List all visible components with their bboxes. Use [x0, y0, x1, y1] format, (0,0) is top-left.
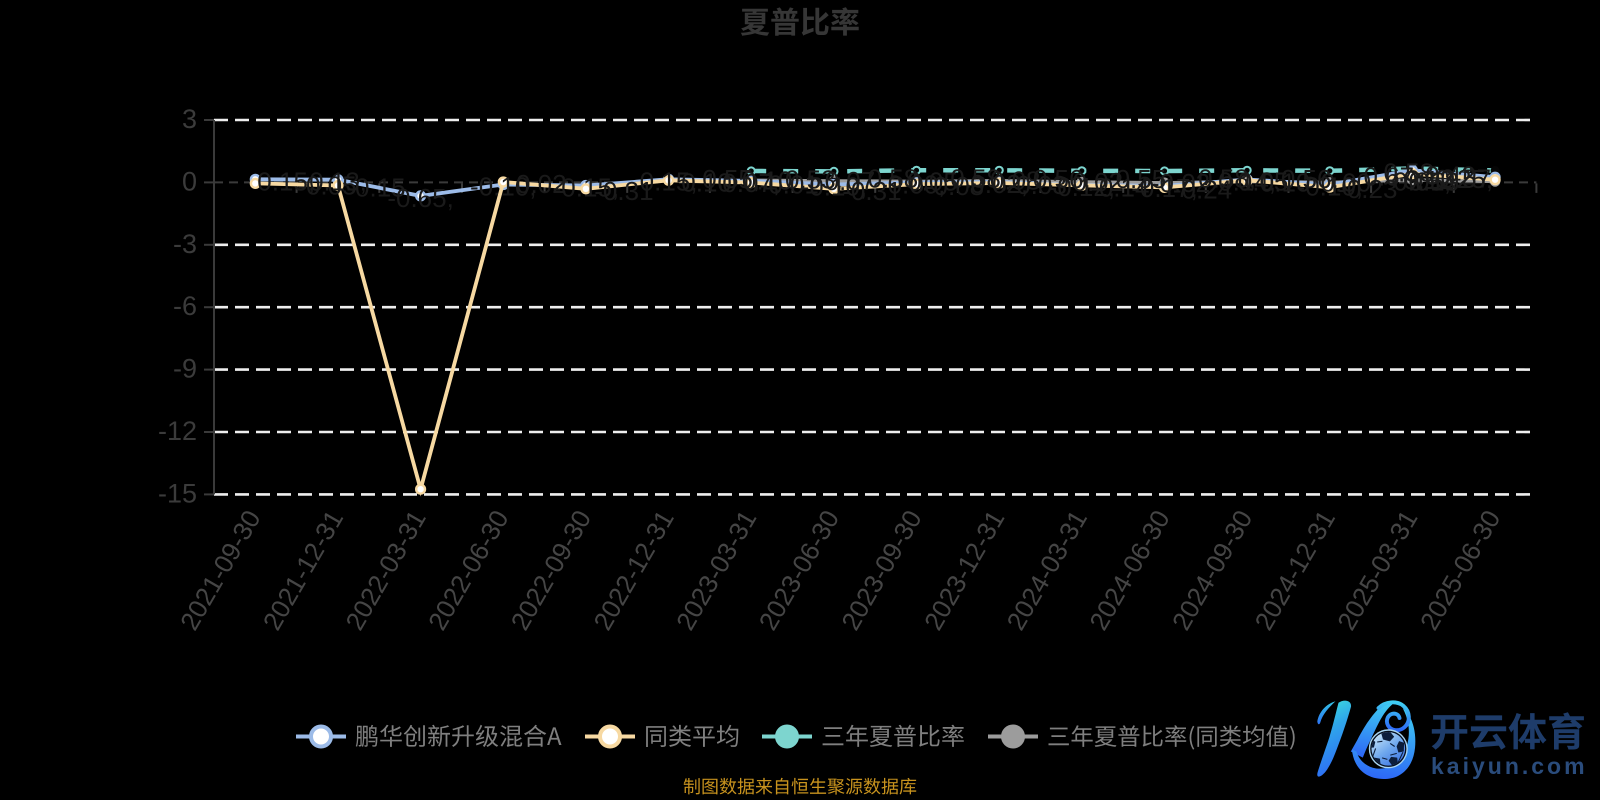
svg-text:0.67,: 0.67, [1363, 162, 1421, 192]
svg-text:-0.65,: -0.65, [387, 183, 454, 213]
svg-text:-0.31: -0.31 [594, 176, 653, 206]
svg-text:-0.03: -0.03 [1008, 170, 1067, 200]
svg-text:0.05,: 0.05, [1393, 166, 1451, 196]
svg-text:0.10: 0.10 [681, 167, 732, 197]
svg-text:0.10: 0.10 [1260, 167, 1311, 197]
svg-text:-0.23: -0.23 [1338, 174, 1397, 204]
svg-text:-0.10,: -0.10, [1297, 172, 1364, 202]
svg-text:-0.24: -0.24 [1173, 174, 1232, 204]
svg-text:-0.01: -0.01 [760, 170, 819, 200]
svg-text:0.25,: 0.25, [1435, 164, 1493, 194]
svg-text:-0.08: -0.08 [925, 171, 984, 201]
svg-text:0: 0 [182, 166, 197, 196]
svg-text:-0.15,: -0.15, [553, 173, 620, 203]
svg-text:0.13: 0.13 [1408, 167, 1459, 197]
svg-text:-0.05: -0.05 [297, 170, 356, 200]
svg-text:0.58,: 0.58, [1383, 157, 1441, 187]
svg-text:-9: -9 [173, 354, 197, 384]
svg-text:0.15,: 0.15, [257, 166, 315, 196]
svg-text:0.14,: 0.14, [1218, 167, 1276, 197]
svg-text:-0.10,: -0.10, [470, 172, 537, 202]
svg-text:-0.15: -0.15 [346, 173, 405, 203]
svg-text:0.56,: 0.56, [1033, 164, 1091, 194]
svg-text:3: 3 [182, 104, 197, 134]
svg-text:0.58,: 0.58, [950, 163, 1008, 193]
svg-text:0.55,: 0.55, [702, 164, 760, 194]
svg-text:0.05: 0.05 [907, 166, 958, 196]
svg-text:-0.10,: -0.10, [801, 172, 868, 202]
svg-text:0.56,: 0.56, [1281, 164, 1339, 194]
svg-text:0.57: 0.57 [1440, 164, 1491, 194]
svg-text:0.42: 0.42 [1425, 161, 1476, 191]
svg-text:-15: -15 [158, 478, 197, 508]
svg-text:0.53,: 0.53, [785, 164, 843, 194]
svg-text:0.15,: 0.15, [640, 166, 698, 196]
svg-text:0.58,: 0.58, [1198, 163, 1256, 193]
svg-text:0.55,: 0.55, [1116, 164, 1174, 194]
svg-text:-0.14: -0.14 [1090, 172, 1149, 202]
svg-text:-0.12,: -0.12, [1049, 172, 1116, 202]
svg-text:0.08: 0.08 [990, 166, 1041, 196]
svg-text:0.02: 0.02 [1072, 167, 1123, 197]
svg-text:0.12: 0.12 [1403, 165, 1454, 195]
svg-text:0.58,: 0.58, [868, 163, 926, 193]
svg-text:-6: -6 [173, 291, 197, 321]
svg-text:0.02: 0.02 [516, 169, 567, 199]
svg-text:-12: -12 [158, 416, 197, 446]
svg-text:kaiyun.com: kaiyun.com [1431, 753, 1588, 779]
svg-text:0.07: 0.07 [825, 166, 876, 196]
svg-text:-0.02: -0.02 [1151, 168, 1210, 198]
svg-text:0.00: 0.00 [1320, 167, 1371, 197]
svg-text:-0.31: -0.31 [842, 176, 901, 206]
svg-text:0.02,: 0.02, [970, 169, 1028, 199]
svg-text:0.05: 0.05 [1238, 166, 1289, 196]
svg-text:0.07,: 0.07, [722, 168, 780, 198]
svg-text:0.13,: 0.13, [309, 167, 367, 197]
svg-text:-3: -3 [173, 229, 197, 259]
svg-text:-0.17,: -0.17, [1131, 173, 1198, 203]
svg-text:0.00,: 0.00, [888, 169, 946, 199]
svg-text:0.10: 0.10 [742, 165, 793, 195]
